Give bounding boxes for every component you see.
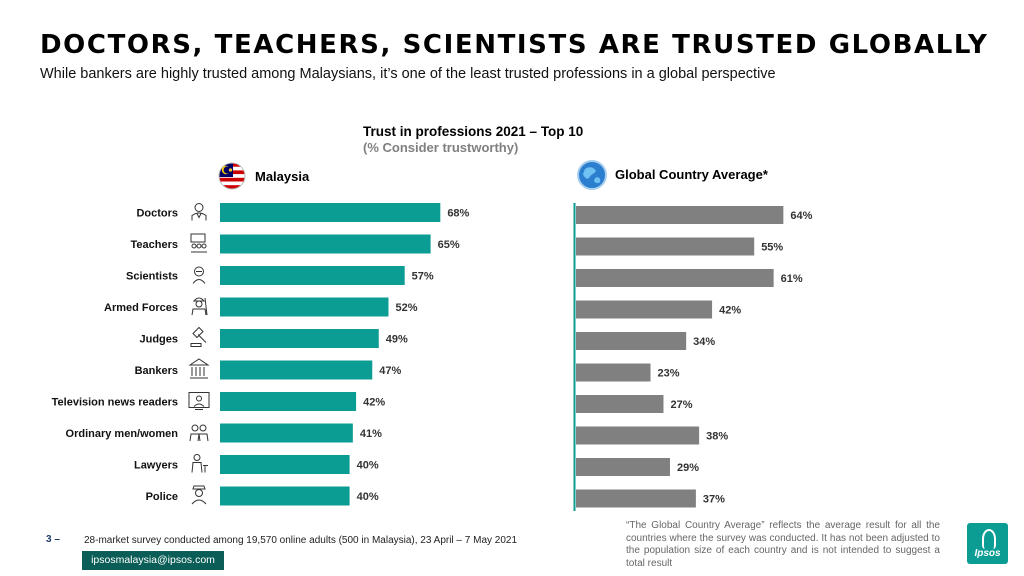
value-label-global-9: 29% xyxy=(677,462,699,474)
value-label-malaysia-9: 40% xyxy=(357,460,379,472)
globe-icon xyxy=(577,160,607,190)
bank-icon xyxy=(188,358,210,379)
contact-email-link[interactable]: ipsosmalaysia@ipsos.com xyxy=(82,551,224,570)
value-label-global-6: 23% xyxy=(658,368,680,380)
value-label-malaysia-8: 41% xyxy=(360,428,382,440)
footnote: “The Global Country Average” reflects th… xyxy=(626,520,940,569)
doctor-icon xyxy=(191,203,207,221)
value-label-malaysia-5: 49% xyxy=(386,334,408,346)
ipsos-logo-mark xyxy=(982,529,996,549)
bar-global-2 xyxy=(576,237,755,256)
bar-global-1 xyxy=(576,206,784,224)
people-icon xyxy=(189,424,209,442)
page-subtitle: While bankers are highly trusted among M… xyxy=(40,66,776,82)
value-label-malaysia-7: 42% xyxy=(363,397,385,409)
value-label-global-4: 42% xyxy=(719,305,741,317)
police-icon xyxy=(191,485,207,505)
bar-malaysia-7 xyxy=(220,392,357,411)
category-label-10: Police xyxy=(146,491,178,503)
category-label-7: Television news readers xyxy=(52,397,178,409)
ipsos-logo: Ipsos xyxy=(967,523,1008,564)
category-label-6: Bankers xyxy=(135,365,178,377)
bar-global-3 xyxy=(576,269,774,287)
soldier-icon xyxy=(191,297,208,316)
value-label-global-8: 38% xyxy=(706,431,728,443)
bar-global-4 xyxy=(576,300,713,319)
bar-malaysia-4 xyxy=(220,297,389,317)
value-label-global-10: 37% xyxy=(703,494,725,506)
bar-malaysia-1 xyxy=(220,203,441,222)
bar-malaysia-6 xyxy=(220,360,373,380)
source-note: 28-market survey conducted among 19,570 … xyxy=(84,535,518,546)
value-label-global-3: 61% xyxy=(781,273,803,285)
bar-global-8 xyxy=(576,426,700,445)
bar-malaysia-10 xyxy=(220,486,350,506)
value-label-malaysia-2: 65% xyxy=(438,239,460,251)
bar-malaysia-8 xyxy=(220,423,353,443)
category-label-2: Teachers xyxy=(131,239,179,251)
bar-malaysia-3 xyxy=(220,266,405,285)
bar-malaysia-2 xyxy=(220,234,431,254)
page-title: DOCTORS, TEACHERS, SCIENTISTS ARE TRUSTE… xyxy=(40,30,989,60)
scientist-icon xyxy=(192,266,206,284)
bar-global-9 xyxy=(576,458,670,476)
value-label-global-5: 34% xyxy=(693,336,715,348)
chart-subtitle: (% Consider trustworthy) xyxy=(363,140,519,155)
teacher-icon xyxy=(190,233,207,253)
category-label-1: Doctors xyxy=(136,208,178,220)
global-panel-label: Global Country Average* xyxy=(615,167,768,182)
value-label-malaysia-1: 68% xyxy=(447,208,469,220)
malaysia-panel-label: Malaysia xyxy=(255,169,310,184)
value-label-global-1: 64% xyxy=(790,210,812,222)
value-label-malaysia-10: 40% xyxy=(357,491,379,503)
value-label-malaysia-6: 47% xyxy=(379,365,401,377)
value-label-global-7: 27% xyxy=(670,399,692,411)
bar-global-5 xyxy=(576,332,687,350)
category-label-9: Lawyers xyxy=(134,460,178,472)
malaysia-flag-icon xyxy=(218,162,246,190)
bar-malaysia-5 xyxy=(220,329,379,348)
page-number: 3 – xyxy=(46,534,60,545)
ipsos-logo-text: Ipsos xyxy=(974,548,1001,559)
value-label-malaysia-3: 57% xyxy=(412,271,434,283)
bar-global-7 xyxy=(576,395,664,413)
tv-presenter-icon xyxy=(188,392,210,410)
category-label-8: Ordinary men/women xyxy=(66,428,179,440)
category-label-3: Scientists xyxy=(126,271,178,283)
gavel-icon xyxy=(190,326,207,347)
category-label-4: Armed Forces xyxy=(104,302,178,314)
bar-global-6 xyxy=(576,363,651,382)
lawyer-icon xyxy=(191,454,208,473)
category-label-5: Judges xyxy=(139,334,178,346)
value-label-global-2: 55% xyxy=(761,242,783,254)
value-label-malaysia-4: 52% xyxy=(395,302,417,314)
bar-malaysia-9 xyxy=(220,455,350,474)
bar-global-10 xyxy=(576,489,696,508)
chart-title: Trust in professions 2021 – Top 10 xyxy=(363,124,584,139)
